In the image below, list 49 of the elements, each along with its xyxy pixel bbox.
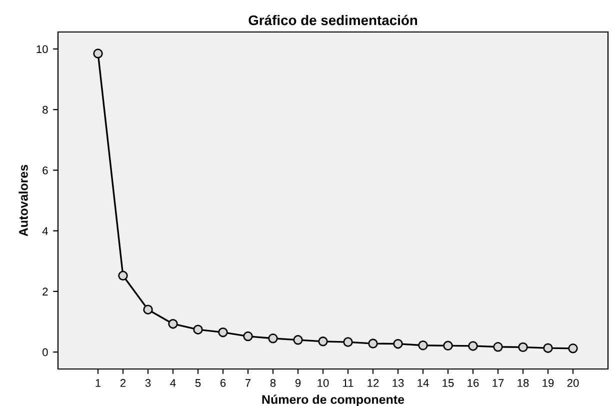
- point: [468, 341, 478, 351]
- x-tick-label: 16: [468, 379, 479, 387]
- x-tick-label: 6: [220, 379, 226, 387]
- point: [393, 338, 403, 349]
- point: [318, 336, 328, 346]
- point: [293, 335, 303, 345]
- point: [243, 331, 253, 342]
- point: [368, 338, 378, 348]
- y-tick-label: 10: [36, 45, 48, 54]
- x-tick-label: 18: [518, 379, 529, 387]
- x-tick-label: 11: [343, 379, 354, 387]
- x-tick-label: 15: [442, 379, 454, 387]
- point: [218, 327, 228, 338]
- point: [443, 340, 453, 351]
- x-tick-label: 9: [295, 379, 301, 387]
- point: [268, 334, 278, 344]
- y-tick-label: 2: [42, 288, 48, 296]
- y-axis-title: Autovalores: [18, 164, 28, 236]
- x-axis-title: Número de componente: [262, 394, 404, 406]
- x-tick-label: 13: [392, 379, 404, 387]
- x-tick-label: 7: [245, 379, 251, 387]
- x-tick-label: 10: [318, 379, 329, 387]
- point: [493, 342, 503, 352]
- point: [518, 342, 528, 352]
- x-tick-label: 12: [368, 379, 379, 387]
- point: [93, 48, 103, 58]
- chart-title: Gráfico de sedimentación: [248, 14, 418, 26]
- x-tick-label: 1: [96, 379, 101, 387]
- point: [343, 337, 353, 347]
- point: [118, 270, 128, 281]
- x-tick-label: 3: [145, 379, 151, 387]
- x-tick-label: 2: [120, 379, 126, 387]
- point: [193, 324, 203, 334]
- point: [568, 344, 578, 354]
- point: [543, 343, 553, 353]
- x-tick-label: 4: [170, 379, 176, 387]
- y-tick-label: 8: [42, 106, 48, 114]
- y-tick-label: 4: [42, 227, 48, 235]
- point: [168, 318, 178, 329]
- x-tick-label: 14: [418, 379, 429, 387]
- x-tick-label: 8: [270, 379, 276, 387]
- y-tick-label: 0: [42, 348, 48, 356]
- y-tick-label: 6: [42, 166, 48, 174]
- x-tick-label: 20: [567, 379, 579, 387]
- x-tick-label: 19: [542, 379, 554, 387]
- x-tick-label: 17: [492, 379, 504, 387]
- point: [143, 304, 153, 314]
- point: [418, 340, 428, 350]
- x-tick-label: 5: [195, 379, 201, 387]
